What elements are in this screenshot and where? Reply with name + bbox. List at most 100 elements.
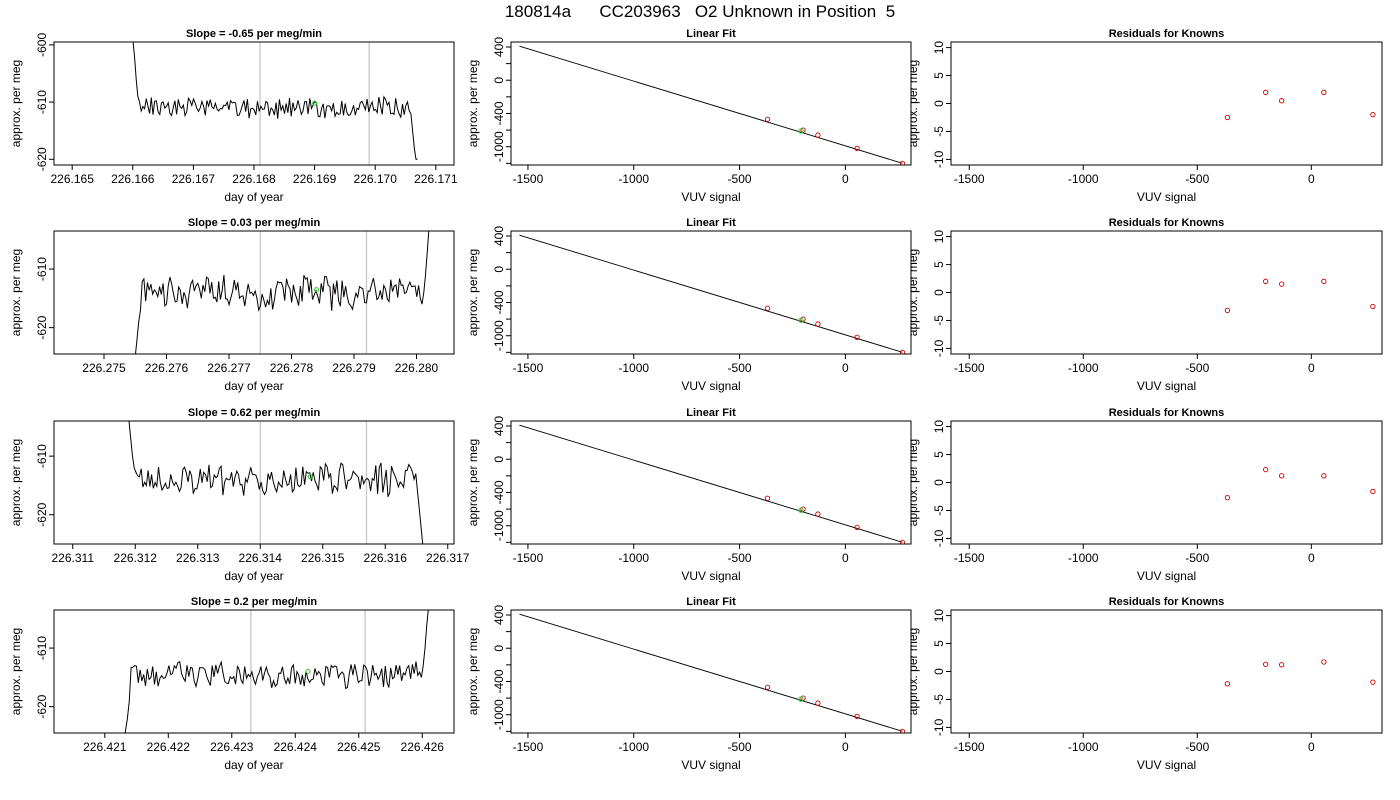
y-axis-label: approx. per meg [466, 60, 480, 147]
plot-frame [510, 41, 912, 166]
known-point [1370, 488, 1376, 495]
x-tick-label: 0 [842, 551, 849, 565]
known-point [815, 321, 821, 327]
known-point [1370, 112, 1376, 118]
x-tick-label: 0 [1308, 551, 1315, 565]
x-tick-label: 226.421 [83, 740, 127, 754]
known-point [1224, 307, 1231, 314]
x-tick-label: -1500 [513, 361, 544, 375]
known-point [764, 116, 771, 122]
plot-area [1224, 659, 1376, 687]
plot-frame [53, 230, 455, 355]
residuals-panel-row-1: Residuals for Knowns -1500 -1000 -500 0 10 5 0 -… [906, 28, 1383, 204]
x-tick-label: 226.425 [337, 740, 381, 754]
x-tick-label: -1000 [1068, 551, 1099, 565]
residuals-panel-row-2: Residuals for Knowns -1500 -1000 -500 0 10 5 0 -… [906, 217, 1383, 393]
known-point [764, 684, 771, 690]
mean-point [307, 474, 313, 480]
y-tick-label: -610 [35, 257, 49, 281]
y-axis-label: approx. per meg [9, 249, 23, 336]
fit-line [519, 613, 903, 732]
known-point [854, 713, 860, 720]
x-tick-label: -1500 [954, 172, 985, 186]
y-tick-label: -10 [932, 150, 946, 168]
y-tick-label: 0 [492, 77, 506, 84]
x-tick-label: 226.166 [111, 172, 155, 186]
x-tick-label: -1000 [618, 172, 649, 186]
y-tick-label: -400 [492, 669, 506, 693]
plot-frame [53, 609, 455, 734]
y-axis-label: approx. per meg [9, 439, 23, 526]
x-tick-label: 226.317 [426, 551, 470, 565]
known-point [1263, 661, 1269, 667]
plot-area [519, 613, 906, 733]
plot-frame [950, 41, 1383, 166]
x-tick-label: 226.314 [239, 551, 283, 565]
x-tick-label: 226.424 [274, 740, 318, 754]
y-axis-label: approx. per meg [906, 60, 920, 147]
y-axis-label: approx. per meg [466, 439, 480, 526]
y-tick-label: 400 [492, 605, 506, 625]
y-axis-label: approx. per meg [9, 628, 23, 715]
y-tick-label: -600 [35, 33, 49, 57]
x-tick-label: -1500 [954, 740, 985, 754]
x-tick-label: 226.167 [172, 172, 216, 186]
y-tick-label: -5 [932, 694, 946, 705]
y-tick-label: -610 [35, 636, 49, 660]
known-point [1370, 679, 1376, 685]
known-point [815, 132, 821, 138]
residuals-panel-row-4: Residuals for Knowns -1500 -1000 -500 0 10 5 0 -… [906, 596, 1383, 772]
plot-frame [510, 230, 912, 355]
plot-title: Linear Fit [686, 28, 736, 40]
y-tick-label: 0 [932, 289, 946, 296]
x-tick-label: 226.311 [52, 551, 95, 565]
y-tick-label: -610 [35, 444, 49, 468]
y-tick-label: 400 [492, 37, 506, 57]
plot-title: Residuals for Knowns [1109, 596, 1225, 608]
unknown-point [798, 696, 804, 702]
plot-area [519, 424, 906, 544]
x-tick-label: 226.279 [332, 361, 376, 375]
y-tick-label: -400 [492, 480, 506, 504]
y-tick-label: -620 [35, 694, 49, 718]
y-axis-label: approx. per meg [466, 249, 480, 336]
x-tick-label: -1500 [513, 551, 544, 565]
fit-line [519, 234, 903, 353]
known-point [815, 700, 821, 706]
x-tick-label: -500 [1185, 361, 1209, 375]
plot-title: Residuals for Knowns [1109, 217, 1225, 229]
plot-frame [950, 609, 1383, 734]
y-axis-label: approx. per meg [466, 628, 480, 715]
x-axis-label: VUV signal [1137, 758, 1196, 772]
plot-title: Slope = 0.03 per meg/min [188, 217, 321, 229]
x-tick-label: 226.171 [414, 172, 458, 186]
plot-title: Linear Fit [686, 407, 736, 419]
x-axis-label: VUV signal [1137, 190, 1196, 204]
known-point [1279, 662, 1285, 668]
y-tick-label: 0 [932, 100, 946, 107]
plot-area [124, 610, 429, 733]
y-tick-label: -5 [932, 126, 946, 137]
x-tick-label: 226.165 [50, 172, 94, 186]
mean-point [314, 287, 319, 293]
plot-area [134, 231, 430, 354]
known-point [1263, 89, 1269, 95]
plot-area [519, 234, 906, 354]
known-point [1321, 278, 1327, 284]
x-tick-label: 226.280 [395, 361, 439, 375]
unknown-point [798, 507, 804, 513]
y-tick-label: 0 [492, 266, 506, 273]
x-tick-label: -500 [1185, 740, 1209, 754]
x-tick-label: 226.170 [354, 172, 398, 186]
known-point [1279, 473, 1285, 479]
y-tick-label: 5 [932, 72, 946, 79]
plot-area [1224, 89, 1376, 121]
x-axis-label: day of year [224, 190, 283, 204]
x-tick-label: 0 [1308, 172, 1315, 186]
fit-line [519, 424, 903, 543]
x-axis-label: VUV signal [1137, 379, 1196, 393]
time-series-panel-row-2: Slope = 0.03 per meg/min 226.275 226.276 22… [9, 217, 455, 393]
known-point [815, 511, 821, 517]
x-tick-label: 226.315 [301, 551, 345, 565]
y-tick-label: -10 [932, 718, 946, 736]
